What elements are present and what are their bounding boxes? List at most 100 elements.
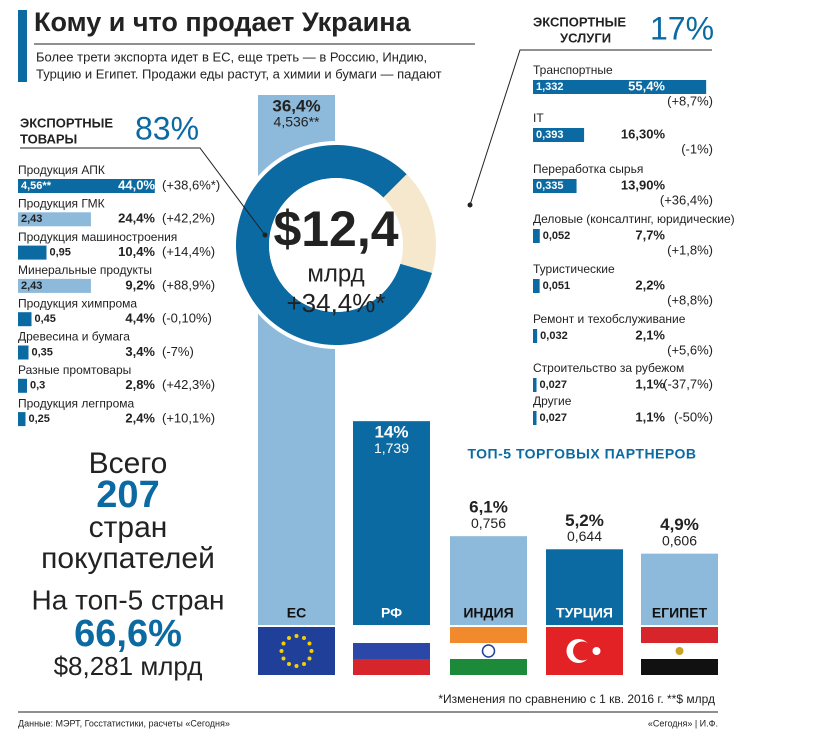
item-name: Минеральные продукты xyxy=(18,263,152,277)
change-label: (+10,1%) xyxy=(162,411,215,426)
item-bar xyxy=(18,278,91,293)
callout xyxy=(469,49,712,206)
item-bar xyxy=(533,179,577,193)
change-label: (+8,7%) xyxy=(667,93,713,108)
change-label: (-50%) xyxy=(674,409,713,424)
change-label: (+14,4%) xyxy=(162,244,215,259)
share-label: 7,7% xyxy=(635,227,665,242)
source: Данные: МЭРТ, Госстатистики, расчеты «Се… xyxy=(18,718,230,728)
item-name: Продукция ГМК xyxy=(18,196,105,210)
credit: «Сегодня» | И.Ф. xyxy=(648,718,718,728)
change-label: (-0,10%) xyxy=(162,311,212,326)
flag xyxy=(287,661,291,666)
amount-label: 0,051 xyxy=(543,280,571,292)
item-bar xyxy=(533,229,540,243)
item-name: Туристические xyxy=(533,262,615,276)
header-accent xyxy=(18,10,27,82)
item-name: Ремонт и техобслуживание xyxy=(533,312,686,326)
partners-title: ТОП-5 ТОРГОВЫХ ПАРТНЕРОВ xyxy=(467,446,696,462)
amount-label: 0,45 xyxy=(35,313,56,325)
amount-label: 2,43 xyxy=(21,280,42,292)
item-bar xyxy=(533,80,707,94)
flag xyxy=(481,644,496,658)
subtitle: Более трети экспорта идет в ЕС, еще трет… xyxy=(36,49,427,64)
flag xyxy=(281,641,286,646)
title: Кому и что продает Украина xyxy=(34,7,412,37)
flag xyxy=(302,661,306,666)
callout xyxy=(20,147,266,236)
summary-text: покупателей xyxy=(41,542,215,575)
share-label: 1,1% xyxy=(635,376,665,391)
amount-label: 0,027 xyxy=(540,412,568,424)
item-bar xyxy=(533,411,537,425)
country-label: ТУРЦИЯ xyxy=(556,605,613,621)
flag xyxy=(641,659,718,675)
partner-bar xyxy=(353,421,430,625)
flag xyxy=(353,627,430,643)
country-label: ЕГИПЕТ xyxy=(652,605,708,621)
flag xyxy=(353,659,430,675)
summary-text: стран xyxy=(89,511,168,544)
amount-label: 0,756 xyxy=(471,515,506,531)
flag xyxy=(641,627,718,643)
item-name: Разные промтовары xyxy=(18,363,131,377)
item-name: Продукция легпрома xyxy=(18,396,135,410)
share-label: 24,4% xyxy=(118,211,155,226)
country-label: РФ xyxy=(381,605,402,621)
donut-segment xyxy=(383,174,436,273)
item-bar xyxy=(18,312,32,327)
partner-bar xyxy=(546,549,623,625)
item-name: Строительство за рубежом xyxy=(533,361,684,375)
segment-name: ТОВАРЫ xyxy=(20,131,77,146)
flag xyxy=(450,659,527,675)
share-label: 9,2% xyxy=(125,277,155,292)
flag xyxy=(281,656,286,661)
item-bar xyxy=(18,179,155,193)
flag xyxy=(307,656,312,661)
flag xyxy=(307,641,312,646)
change-label: (+36,4%) xyxy=(660,192,713,207)
change-label: (-7%) xyxy=(162,344,194,359)
item-name: Продукция химпрома xyxy=(18,296,137,310)
amount-label: 0,3 xyxy=(30,380,45,392)
item-bar xyxy=(533,128,585,142)
item-name: Деловые (консалтинг, юридические) xyxy=(533,212,735,226)
summary-text: 66,6% xyxy=(74,613,182,655)
amount-label: 2,43 xyxy=(21,213,42,225)
flag xyxy=(294,664,299,668)
country-label: ЕС xyxy=(287,605,306,621)
item-bar xyxy=(18,245,47,260)
summary-text: $8,281 млрд xyxy=(54,651,203,681)
share-label: 1,1% xyxy=(635,409,665,424)
item-bar xyxy=(18,412,26,427)
item-name: Продукция машиностроения xyxy=(18,230,177,244)
callout xyxy=(262,232,268,238)
share-label: 6,1% xyxy=(469,498,508,517)
amount-label: 4,56** xyxy=(21,180,52,192)
item-bar xyxy=(533,279,540,293)
country-label: ИНДИЯ xyxy=(463,605,513,621)
flag xyxy=(302,636,306,641)
flag xyxy=(675,647,684,655)
item-name: IT xyxy=(533,111,544,125)
donut-change: +34,4%* xyxy=(286,288,385,318)
donut-unit: млрд xyxy=(307,260,364,287)
flag xyxy=(450,627,527,643)
amount-label: 0,606 xyxy=(662,532,697,548)
donut-segment xyxy=(235,144,433,345)
flag xyxy=(450,643,527,659)
amount-label: 0,95 xyxy=(50,247,71,259)
amount-label: 0,052 xyxy=(543,230,571,242)
change-label: (+42,2%) xyxy=(162,211,215,226)
flag xyxy=(279,649,284,653)
partner-bar xyxy=(450,536,527,625)
flag xyxy=(287,636,291,641)
amount-label: 0,027 xyxy=(540,379,568,391)
item-name: Переработка сырья xyxy=(533,162,643,176)
segment-label: 17% xyxy=(650,10,714,46)
amount-label: 1,739 xyxy=(374,440,409,456)
share-label: 2,8% xyxy=(125,377,155,392)
share-label: 3,4% xyxy=(125,344,155,359)
